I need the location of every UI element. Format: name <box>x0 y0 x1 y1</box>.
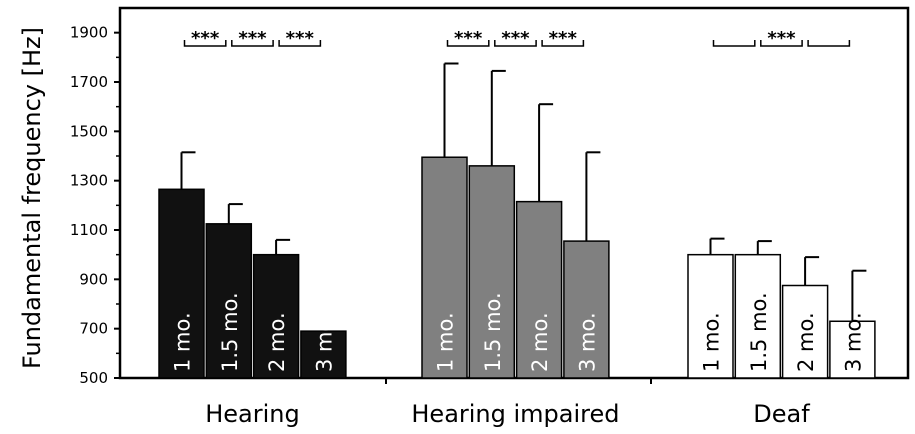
bar-label: 1.5 mo. <box>747 292 771 372</box>
bar-label: 2 mo. <box>528 312 552 372</box>
y-tick-label: 900 <box>79 270 108 288</box>
y-tick-label: 500 <box>79 369 108 387</box>
y-tick-label: 700 <box>79 320 108 338</box>
significance-bracket <box>541 40 585 47</box>
bar <box>515 200 563 379</box>
significance-bracket <box>760 40 803 47</box>
bars: 1 mo. 1.5 mo. 2 mo. 3 mo. 1 mo. 1.5 mo. 2 mo. 3… <box>158 62 876 379</box>
significance-label: *** <box>549 28 578 49</box>
significance-label: *** <box>238 28 267 49</box>
bar-label: 3 mo. <box>575 312 599 372</box>
group-label: Hearing impaired <box>411 400 619 428</box>
bar <box>205 223 253 379</box>
y-axis-label: Fundamental frequency [Hz] <box>18 27 46 369</box>
bar <box>158 188 205 379</box>
bar <box>781 284 829 379</box>
significance-label: *** <box>191 28 220 49</box>
significance-label: *** <box>767 28 796 49</box>
bar <box>687 253 734 379</box>
y-tick-label: 1300 <box>70 172 108 190</box>
significance-bracket <box>494 40 537 47</box>
bar <box>468 165 516 379</box>
bar-label: 1.5 mo. <box>481 292 505 372</box>
bar-label: 1.5 mo. <box>218 292 242 372</box>
significance-bracket <box>446 40 490 47</box>
y-tick-label: 1900 <box>70 24 108 42</box>
bar-label: 1 mo. <box>171 312 195 372</box>
bar <box>829 320 876 379</box>
bar-label: 1 mo. <box>434 312 458 372</box>
significance-label: *** <box>454 28 483 49</box>
bar-label: 3 mo. <box>841 312 865 372</box>
x-axis: Hearing Hearing impaired Deaf <box>205 378 810 428</box>
significance-bracket <box>807 40 851 47</box>
bar-label: 3 mo. <box>312 312 336 372</box>
bar <box>563 240 610 379</box>
group-label: Deaf <box>753 400 810 428</box>
y-tick-label: 1100 <box>70 221 108 239</box>
significance-bracket <box>712 40 756 47</box>
significance-bracket <box>231 40 274 47</box>
bar <box>252 253 300 379</box>
significance-markers: *** *** *** *** *** *** *** <box>183 28 851 49</box>
bar <box>734 253 782 379</box>
y-tick-label: 1700 <box>70 73 108 91</box>
significance-label: *** <box>501 28 530 49</box>
bar <box>421 156 468 379</box>
bar-label: 2 mo. <box>265 312 289 372</box>
bar <box>300 330 347 379</box>
significance-bracket <box>183 40 227 47</box>
bar-label: 1 mo. <box>700 312 724 372</box>
significance-label: *** <box>286 28 315 49</box>
y-axis: 500 700 900 1100 1300 1500 1700 1900 <box>70 24 120 387</box>
bar-label: 2 mo. <box>794 312 818 372</box>
significance-bracket <box>278 40 322 47</box>
y-tick-label: 1500 <box>70 122 108 140</box>
group-label: Hearing <box>205 400 300 428</box>
